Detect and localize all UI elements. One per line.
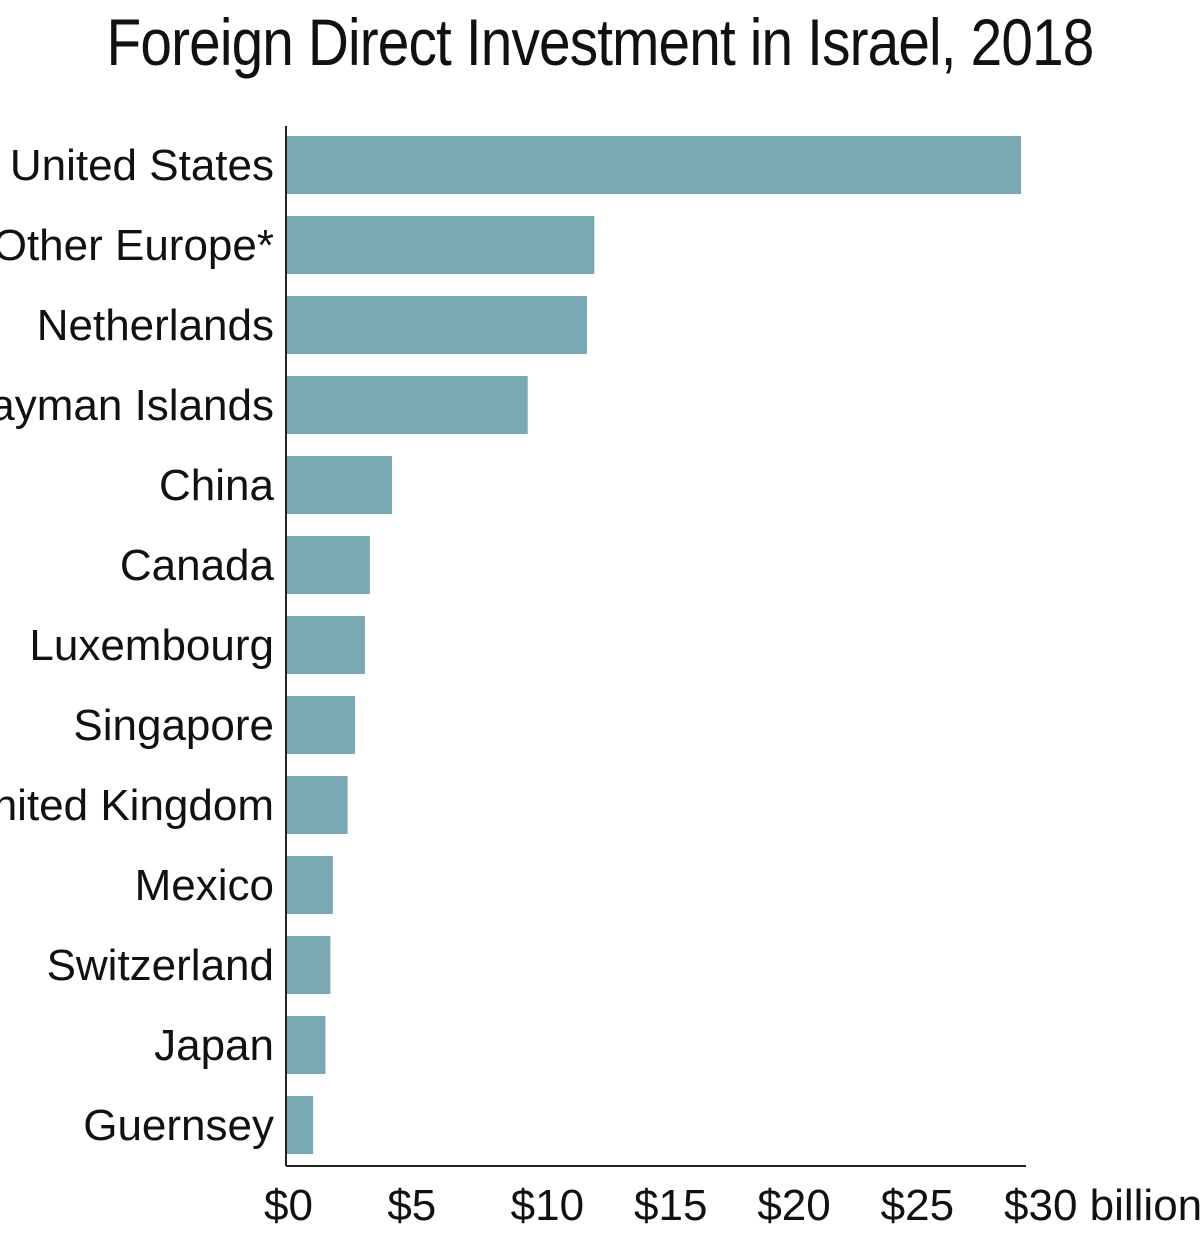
category-label-singapore: Singapore — [73, 701, 274, 750]
x-tick-label-15: $15 — [634, 1181, 707, 1230]
x-tick-label-5: $5 — [387, 1181, 436, 1230]
category-label-united-kingdom: United Kingdom — [0, 781, 274, 830]
bars-group — [286, 136, 1022, 1154]
bar-united-kingdom — [286, 776, 348, 834]
x-tick-label-20: $20 — [757, 1181, 830, 1230]
category-label-cayman-islands: Cayman Islands — [0, 381, 274, 430]
category-label-other-europe: Other Europe* — [0, 221, 274, 270]
bar-mexico — [286, 856, 333, 914]
x-tick-label-25: $25 — [881, 1181, 954, 1230]
category-label-canada: Canada — [120, 541, 275, 590]
x-tick-label-30: $30 billion — [1004, 1181, 1200, 1230]
bar-guernsey — [286, 1096, 314, 1154]
x-tick-label-0: $0 — [264, 1181, 313, 1230]
category-label-china: China — [159, 461, 274, 510]
category-label-mexico: Mexico — [135, 861, 274, 910]
bar-luxembourg — [286, 616, 365, 674]
bar-netherlands — [286, 296, 587, 354]
bar-switzerland — [286, 936, 331, 994]
bar-china — [286, 456, 393, 514]
bar-cayman-islands — [286, 376, 528, 434]
bar-japan — [286, 1016, 326, 1074]
bar-singapore — [286, 696, 356, 754]
category-labels-group: United States Other Europe* Netherlands Cay… — [0, 141, 275, 1150]
bar-canada — [286, 536, 370, 594]
category-label-netherlands: Netherlands — [37, 301, 274, 350]
bar-united-states — [286, 136, 1022, 194]
category-label-united-states: United States — [10, 141, 274, 190]
category-label-switzerland: Switzerland — [47, 941, 274, 990]
x-tick-label-10: $10 — [511, 1181, 584, 1230]
bar-other-europe — [286, 216, 595, 274]
category-label-japan: Japan — [154, 1021, 274, 1070]
category-label-luxembourg: Luxembourg — [29, 621, 274, 670]
chart-title: Foreign Direct Investment in Israel, 201… — [106, 5, 1095, 79]
category-label-guernsey: Guernsey — [83, 1101, 274, 1150]
x-tick-labels-group: $0 $5 $10 $15 $20 $25 $30 billion — [264, 1181, 1200, 1230]
